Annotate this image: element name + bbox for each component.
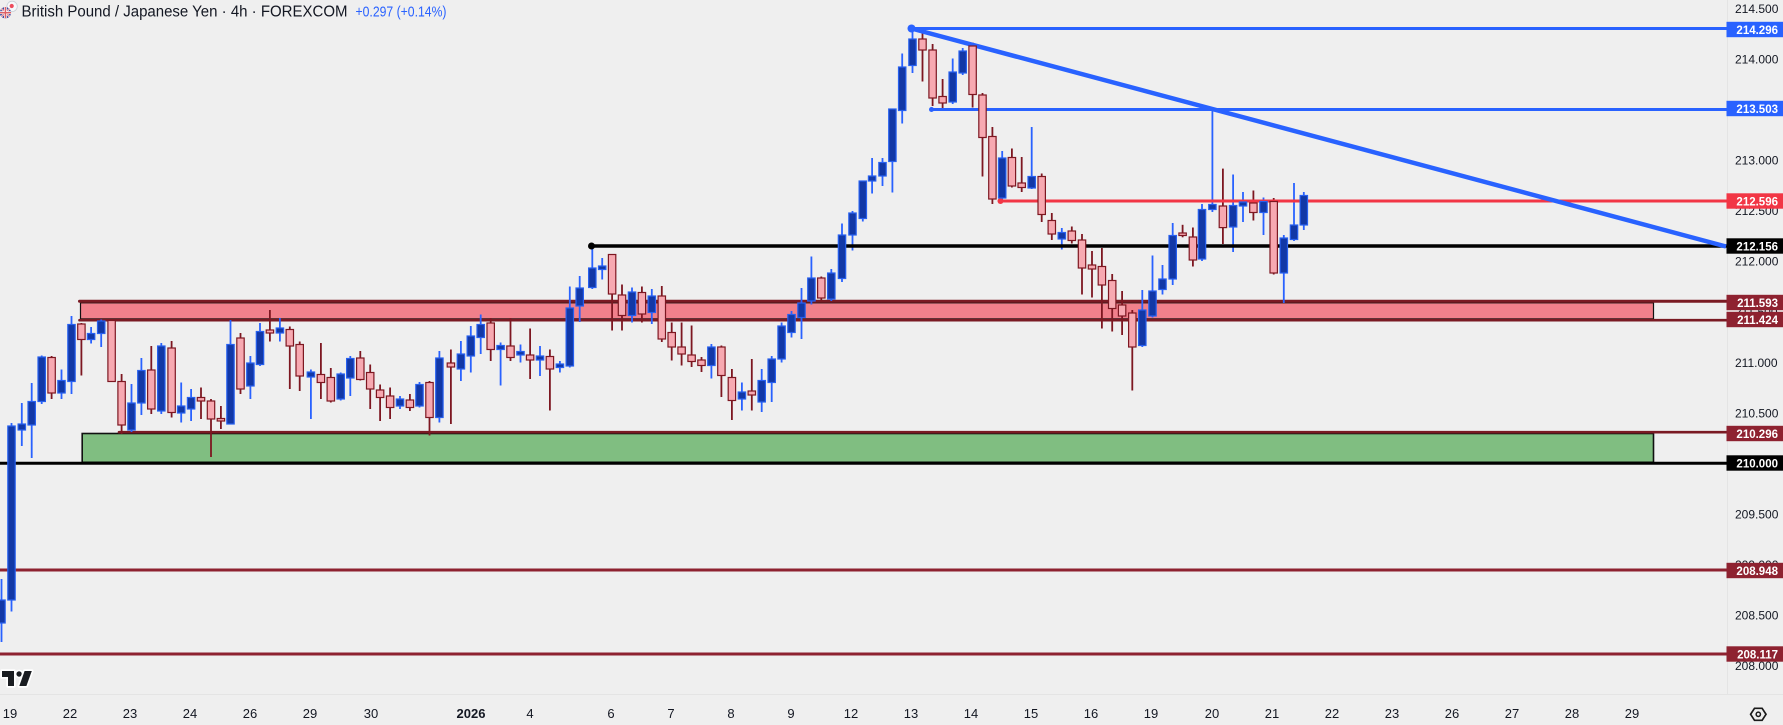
svg-text:208.000: 208.000 (1735, 659, 1779, 673)
svg-text:211.424: 211.424 (1737, 315, 1779, 327)
svg-text:12: 12 (844, 706, 858, 721)
svg-text:214.296: 214.296 (1736, 25, 1778, 37)
svg-text:214.500: 214.500 (1735, 2, 1779, 16)
svg-text:23: 23 (123, 706, 137, 721)
svg-text:9: 9 (787, 706, 794, 721)
svg-text:British Pound / Japanese Yen ·: British Pound / Japanese Yen · 4h · FORE… (22, 4, 348, 21)
svg-text:210.296: 210.296 (1736, 429, 1778, 441)
svg-text:+0.297 (+0.14%): +0.297 (+0.14%) (356, 4, 447, 21)
svg-text:20: 20 (1205, 706, 1219, 721)
svg-text:2026: 2026 (457, 706, 486, 721)
svg-text:13: 13 (904, 706, 918, 721)
svg-text:22: 22 (63, 706, 77, 721)
svg-text:26: 26 (1445, 706, 1459, 721)
svg-text:210.500: 210.500 (1735, 406, 1779, 420)
svg-text:21: 21 (1265, 706, 1279, 721)
svg-text:214.000: 214.000 (1735, 53, 1779, 67)
svg-text:212.596: 212.596 (1736, 196, 1778, 208)
svg-text:212.156: 212.156 (1736, 241, 1778, 253)
svg-text:211.593: 211.593 (1737, 298, 1778, 310)
svg-text:28: 28 (1565, 706, 1579, 721)
svg-text:209.500: 209.500 (1735, 507, 1779, 521)
svg-text:29: 29 (303, 706, 317, 721)
svg-text:26: 26 (243, 706, 257, 721)
svg-text:211.000: 211.000 (1735, 356, 1778, 370)
svg-text:6: 6 (607, 706, 614, 721)
svg-text:16: 16 (1084, 706, 1098, 721)
svg-text:27: 27 (1505, 706, 1519, 721)
svg-text:212.000: 212.000 (1735, 255, 1779, 269)
svg-text:208.500: 208.500 (1735, 608, 1779, 622)
svg-text:213.503: 213.503 (1736, 104, 1778, 116)
svg-text:30: 30 (364, 706, 378, 721)
svg-text:22: 22 (1325, 706, 1339, 721)
svg-text:213.000: 213.000 (1735, 154, 1779, 168)
svg-text:7: 7 (667, 706, 674, 721)
svg-text:29: 29 (1625, 706, 1639, 721)
svg-text:210.000: 210.000 (1736, 458, 1778, 470)
svg-text:15: 15 (1024, 706, 1038, 721)
svg-text:208.117: 208.117 (1737, 649, 1778, 661)
svg-text:14: 14 (964, 706, 978, 721)
svg-text:24: 24 (183, 706, 197, 721)
svg-text:23: 23 (1385, 706, 1399, 721)
svg-text:208.948: 208.948 (1736, 566, 1778, 578)
svg-text:19: 19 (3, 706, 17, 721)
svg-text:19: 19 (1144, 706, 1158, 721)
svg-text:4: 4 (526, 706, 533, 721)
svg-text:8: 8 (727, 706, 734, 721)
